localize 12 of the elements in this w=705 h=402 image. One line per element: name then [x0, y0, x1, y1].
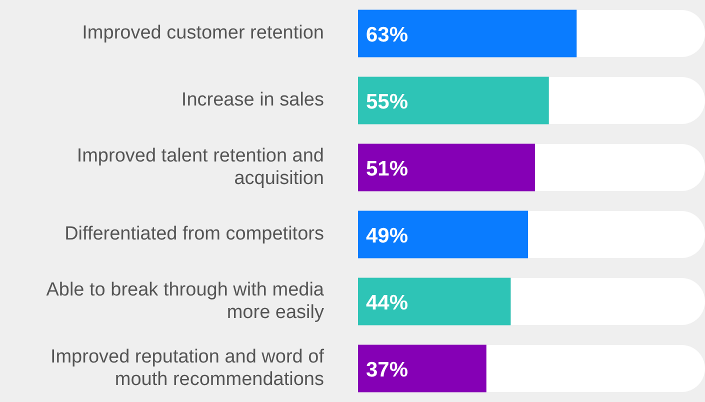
y-tick-label: Increase in sales	[181, 90, 324, 111]
y-tick-label: Improved reputation and word of mouth recommendations	[50, 346, 325, 390]
data-label: 37%	[366, 358, 408, 382]
data-label: 55%	[366, 90, 408, 114]
data-label: 51%	[366, 157, 408, 180]
y-tick-label: Improved customer retention	[82, 22, 324, 44]
data-label: 44%	[366, 291, 408, 314]
data-label: 49%	[366, 224, 408, 248]
y-tick-label: Able to break through with media more easily	[46, 279, 324, 324]
y-tick-label: Differentiated from competitors	[64, 224, 324, 245]
data-label: 63%	[366, 23, 408, 46]
y-tick-label: Improved talent retention and acquisition	[76, 145, 324, 190]
